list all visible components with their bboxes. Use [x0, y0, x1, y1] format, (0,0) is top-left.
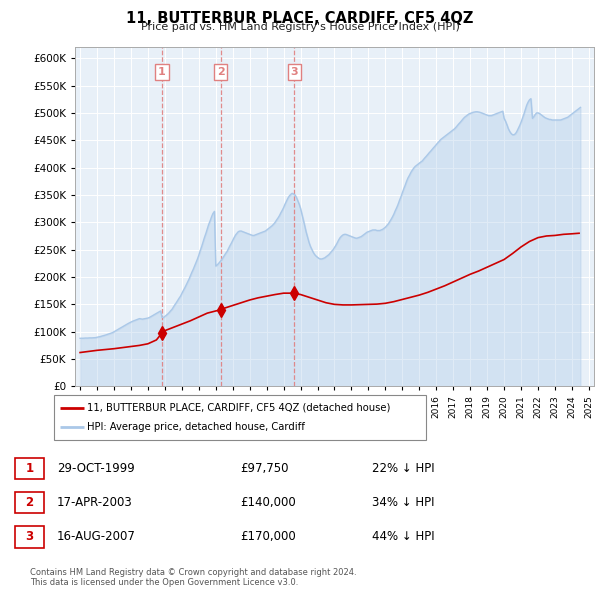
Text: 34% ↓ HPI: 34% ↓ HPI — [372, 496, 434, 509]
Text: 1: 1 — [158, 67, 166, 77]
Text: 16-AUG-2007: 16-AUG-2007 — [57, 530, 136, 543]
Text: 3: 3 — [290, 67, 298, 77]
Text: 17-APR-2003: 17-APR-2003 — [57, 496, 133, 509]
Text: £170,000: £170,000 — [240, 530, 296, 543]
Text: 2: 2 — [25, 496, 34, 509]
Text: 11, BUTTERBUR PLACE, CARDIFF, CF5 4QZ: 11, BUTTERBUR PLACE, CARDIFF, CF5 4QZ — [127, 11, 473, 25]
Text: Contains HM Land Registry data © Crown copyright and database right 2024.
This d: Contains HM Land Registry data © Crown c… — [30, 568, 356, 587]
Text: 29-OCT-1999: 29-OCT-1999 — [57, 462, 135, 475]
Text: 44% ↓ HPI: 44% ↓ HPI — [372, 530, 434, 543]
Text: 2: 2 — [217, 67, 224, 77]
Text: HPI: Average price, detached house, Cardiff: HPI: Average price, detached house, Card… — [88, 422, 305, 432]
Text: Price paid vs. HM Land Registry's House Price Index (HPI): Price paid vs. HM Land Registry's House … — [140, 22, 460, 32]
FancyBboxPatch shape — [54, 395, 426, 440]
Text: £97,750: £97,750 — [240, 462, 289, 475]
Text: 11, BUTTERBUR PLACE, CARDIFF, CF5 4QZ (detached house): 11, BUTTERBUR PLACE, CARDIFF, CF5 4QZ (d… — [88, 403, 391, 412]
Text: £140,000: £140,000 — [240, 496, 296, 509]
Text: 3: 3 — [25, 530, 34, 543]
Text: 22% ↓ HPI: 22% ↓ HPI — [372, 462, 434, 475]
Text: 1: 1 — [25, 462, 34, 475]
